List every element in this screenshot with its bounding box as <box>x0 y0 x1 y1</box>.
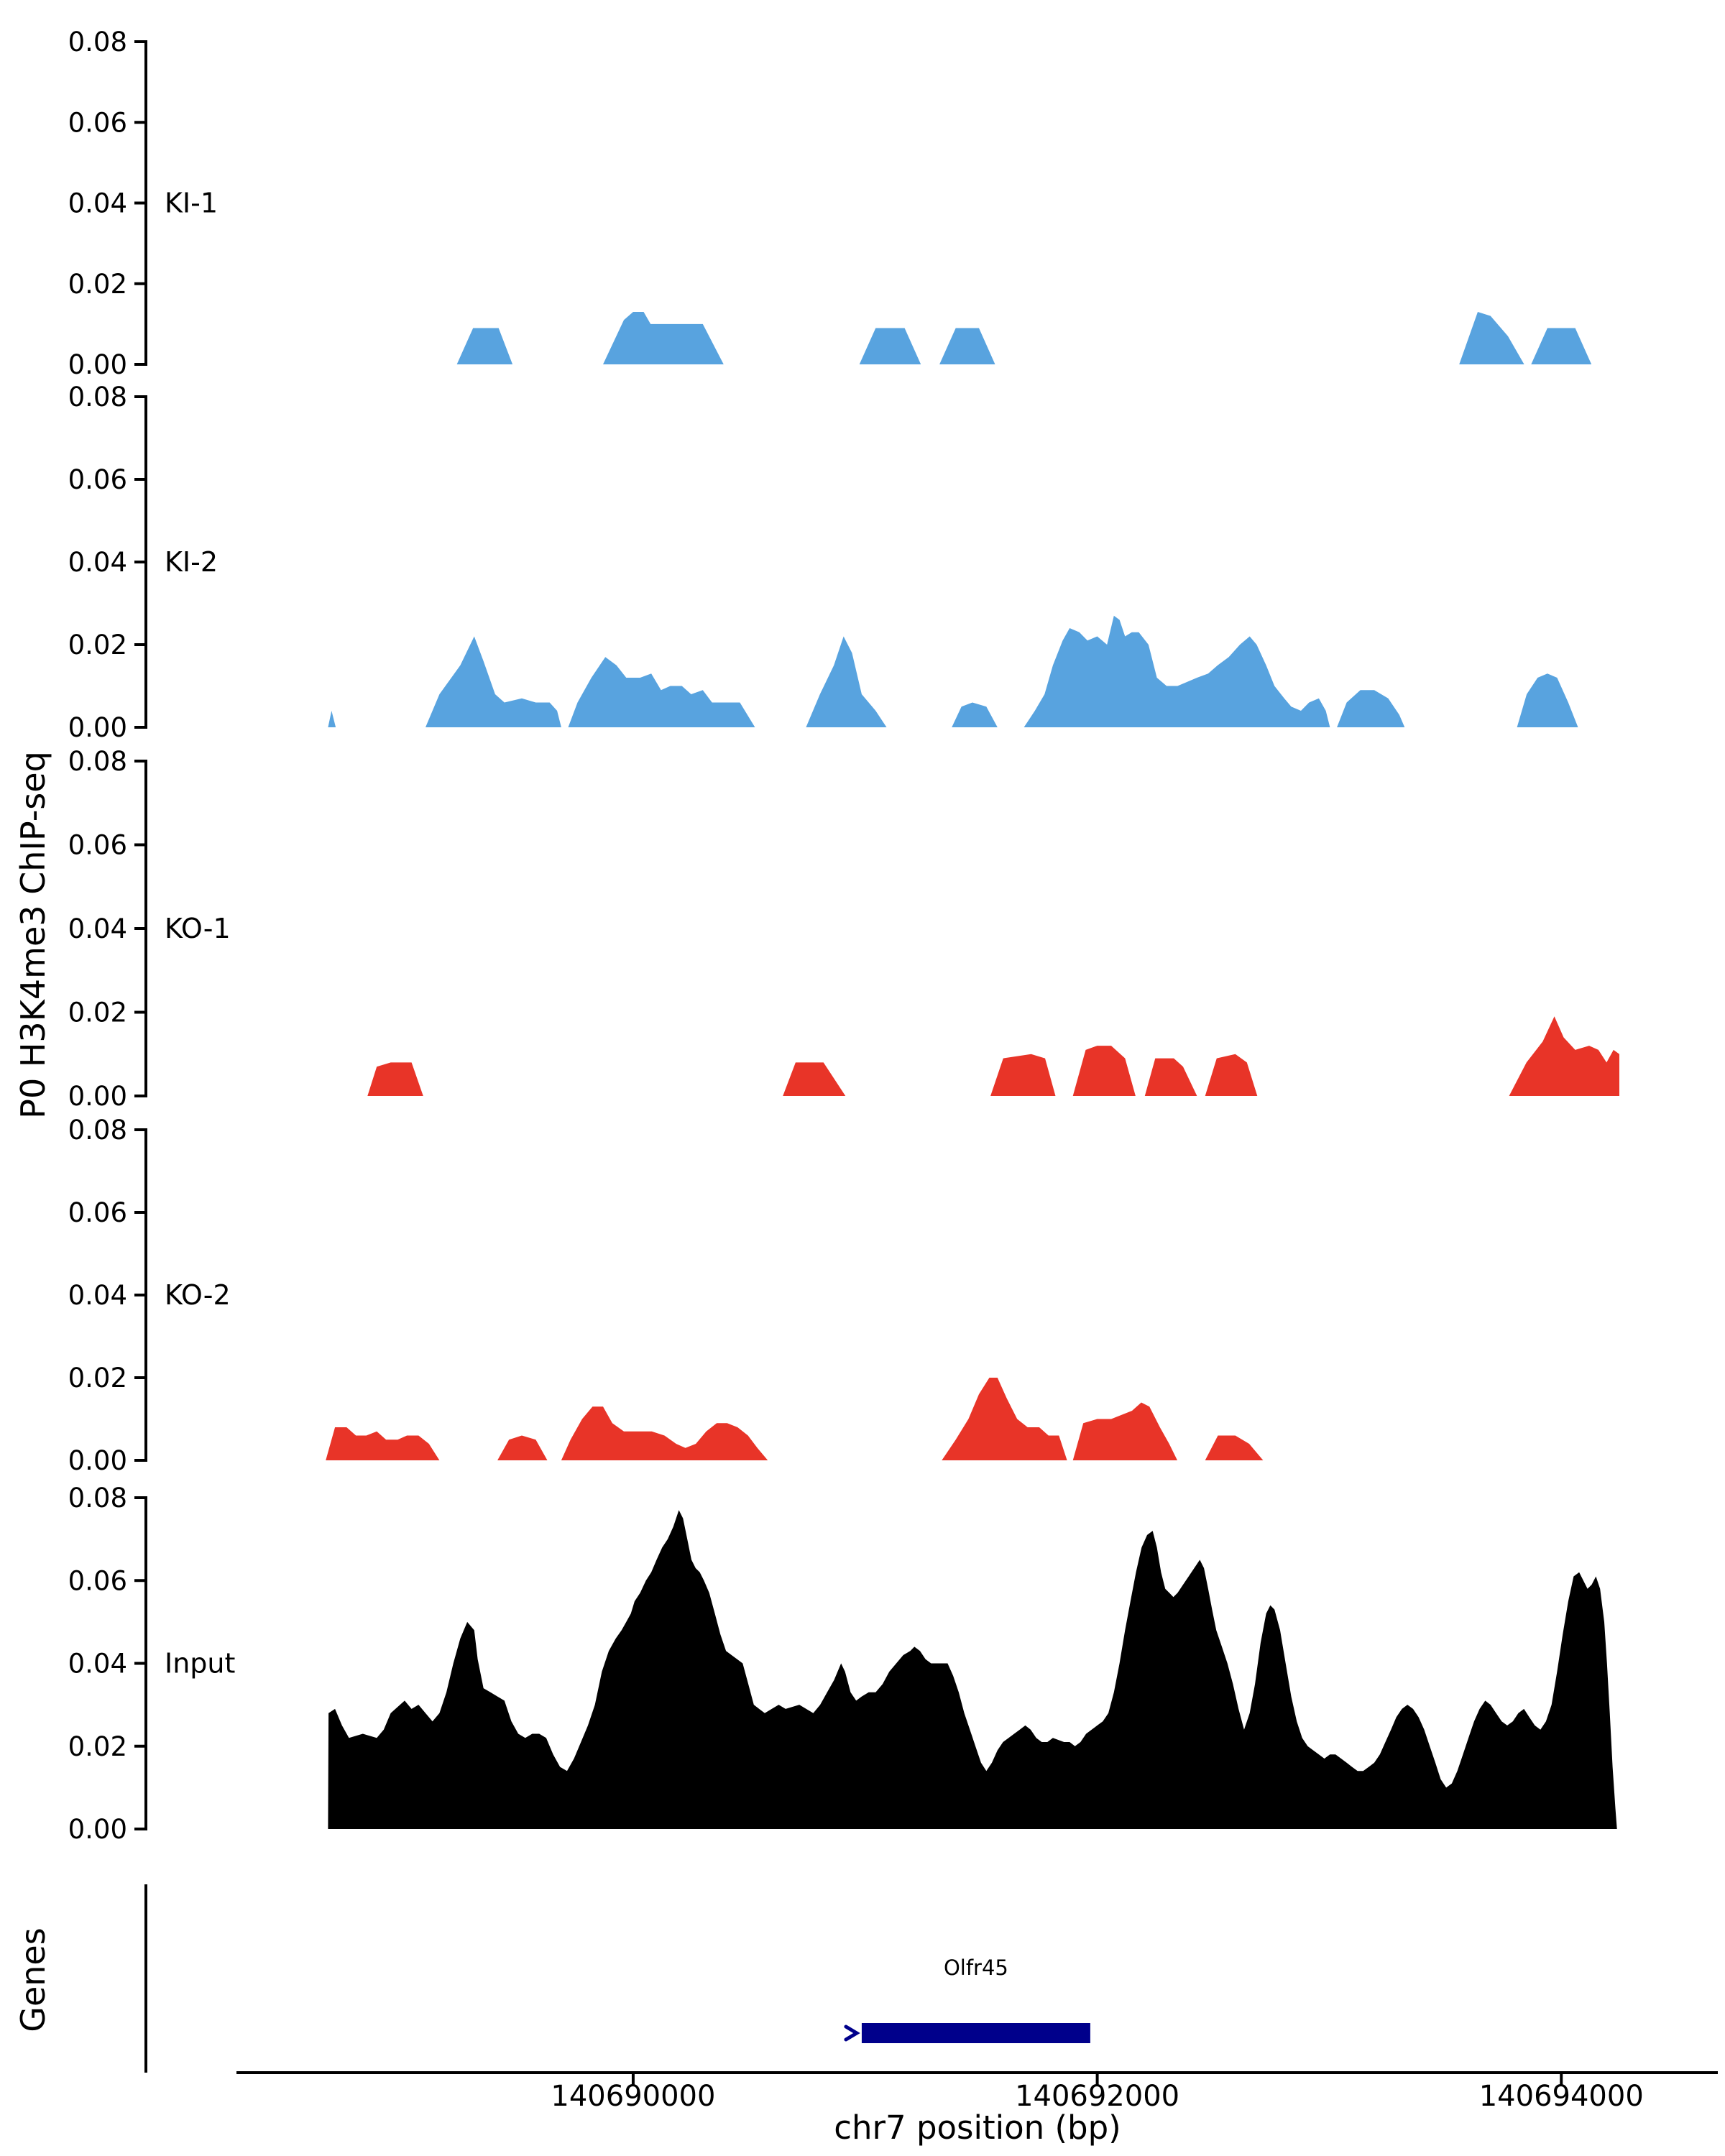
track-label-KO-1: KO-1 <box>165 913 231 944</box>
x-tick-label: 140692000 <box>1015 2080 1179 2113</box>
track-signal-KO-1 <box>367 1016 1619 1096</box>
y-tick-label: 0.04 <box>68 1649 127 1680</box>
y-tick-label: 0.02 <box>68 1731 127 1762</box>
y-tick-label: 0.06 <box>68 1197 127 1228</box>
y-tick-label: 0.08 <box>68 1483 127 1514</box>
track-signal-KO-2 <box>326 1378 1264 1460</box>
track-signal-Input <box>328 1510 1617 1829</box>
track-panel-KO-2: 0.00 0.02 0.04 0.06 0.08 KO-2 <box>68 1115 1264 1476</box>
track-panel-KI-2: 0.00 0.02 0.04 0.06 0.08 KI-2 <box>68 382 1578 743</box>
y-tick-label: 0.04 <box>68 913 127 944</box>
track-label-Input: Input <box>165 1648 235 1680</box>
track-panel-KO-1: 0.00 0.02 0.04 0.06 0.08 KO-1 <box>68 746 1619 1112</box>
y-tick-label: 0.08 <box>68 382 127 413</box>
x-tick-label: 140690000 <box>551 2080 715 2113</box>
y-tick-label: 0.00 <box>68 1814 127 1845</box>
y-tick-label: 0.06 <box>68 1565 127 1596</box>
y-tick-label: 0.06 <box>68 830 127 861</box>
y-tick-label: 0.00 <box>68 712 127 743</box>
y-tick-label: 0.02 <box>68 630 127 660</box>
track-signal-KI-1 <box>456 312 1592 364</box>
track-label-KI-1: KI-1 <box>165 188 218 219</box>
gene-strand-arrow-icon <box>844 2024 860 2042</box>
track-panel-Input: 0.00 0.02 0.04 0.06 0.08 Input <box>68 1483 1617 1845</box>
y-tick-label: 0.06 <box>68 107 127 138</box>
y-tick-label: 0.04 <box>68 188 127 219</box>
track-label-KO-2: KO-2 <box>165 1279 231 1311</box>
genes-panel: Olfr45 <box>144 1884 1090 2073</box>
y-tick-label: 0.04 <box>68 547 127 578</box>
y-tick-label: 0.00 <box>68 1445 127 1476</box>
track-signal-KI-2 <box>328 615 1578 727</box>
y-tick-label: 0.02 <box>68 1363 127 1393</box>
y-tick-label: 0.02 <box>68 269 127 300</box>
y-tick-label: 0.00 <box>68 349 127 380</box>
y-tick-label: 0.08 <box>68 1115 127 1146</box>
y-tick-label: 0.08 <box>68 746 127 777</box>
gene-label-Olfr45: Olfr45 <box>944 1955 1008 1980</box>
track-label-KI-2: KI-2 <box>165 546 218 578</box>
track-panel-KI-1: 0.00 0.02 0.04 0.06 0.08 KI-1 <box>68 27 1592 380</box>
y-tick-label: 0.08 <box>68 27 127 57</box>
y-tick-label: 0.06 <box>68 464 127 495</box>
x-tick-label: 140694000 <box>1479 2080 1644 2113</box>
gene-body-Olfr45 <box>861 2023 1090 2043</box>
y-tick-label: 0.04 <box>68 1280 127 1311</box>
y-tick-label: 0.02 <box>68 998 127 1028</box>
x-axis-title: chr7 position (bp) <box>834 2109 1121 2147</box>
y-tick-label: 0.00 <box>68 1081 127 1112</box>
